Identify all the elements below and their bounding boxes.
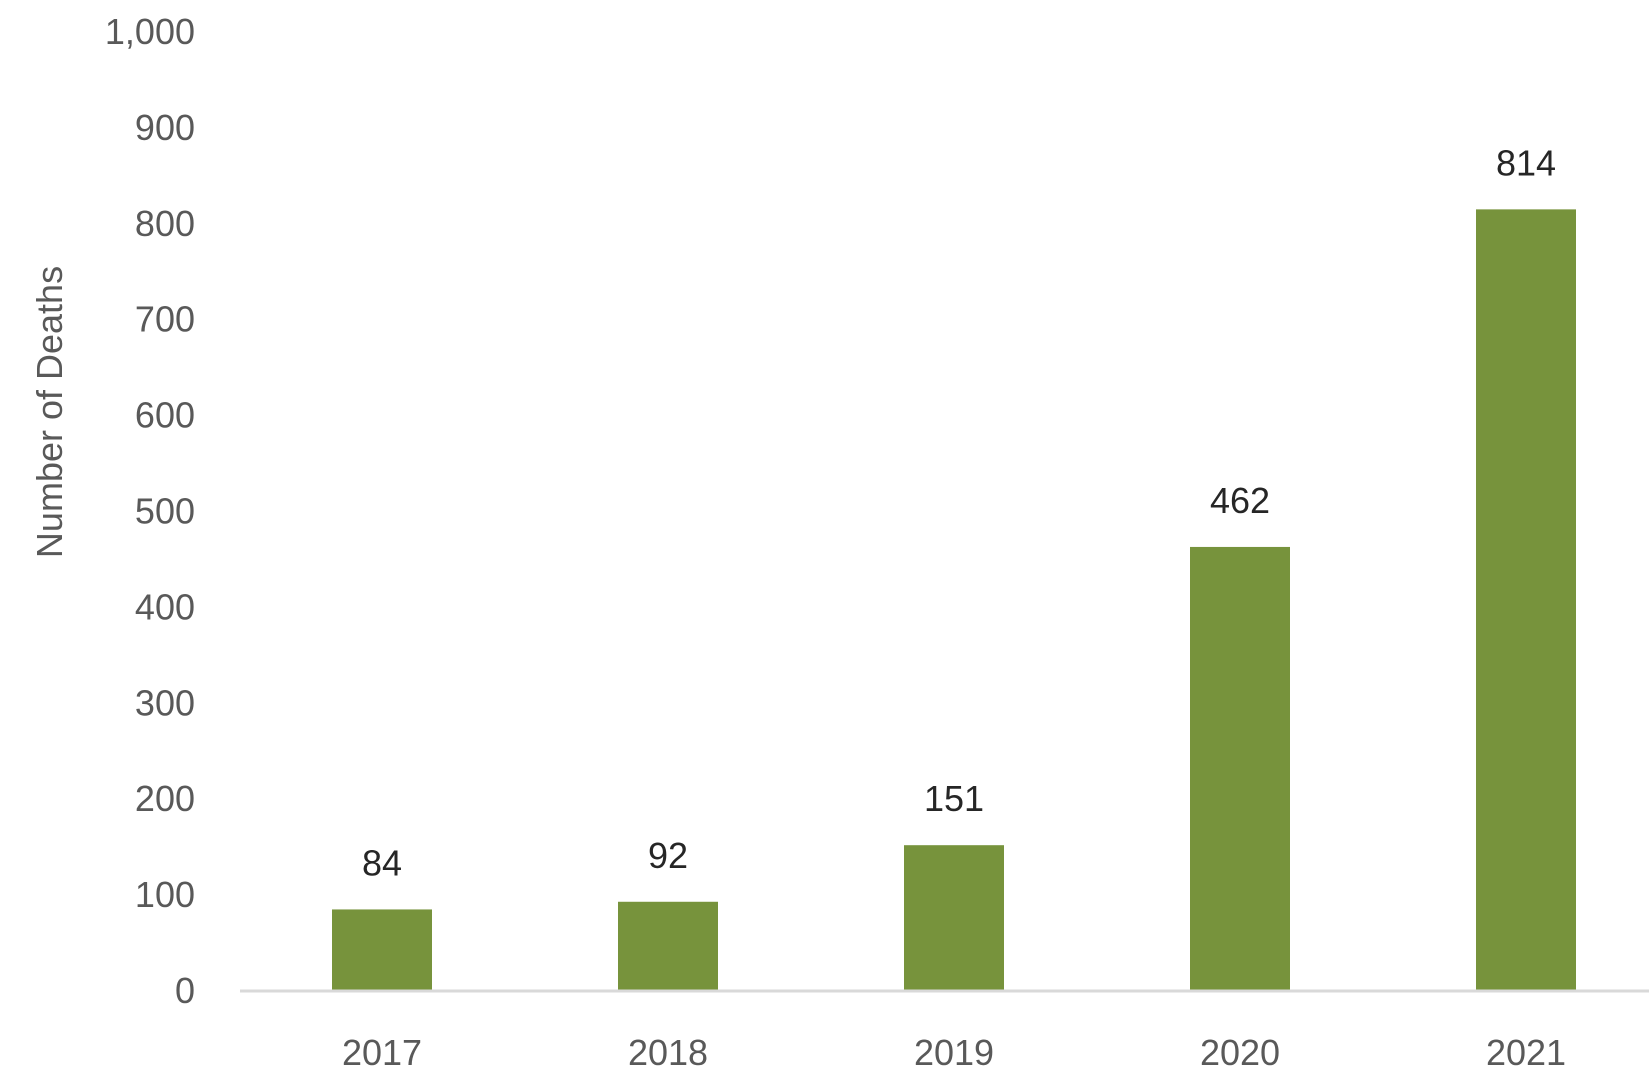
y-tick-label: 300 (135, 682, 195, 723)
x-tick-label-2020: 2020 (1200, 1032, 1280, 1072)
y-tick-label: 800 (135, 203, 195, 244)
bar-2018 (618, 901, 718, 990)
data-label-2018: 92 (648, 835, 688, 876)
y-tick-label: 900 (135, 107, 195, 148)
bar-2020 (1190, 546, 1290, 990)
y-tick-label: 200 (135, 778, 195, 819)
data-labels: 84 92 151 462 814 (362, 142, 1556, 883)
y-tick-label: 600 (135, 395, 195, 436)
data-label-2021: 814 (1496, 142, 1556, 183)
bars (332, 209, 1576, 990)
y-tick-label: 500 (135, 491, 195, 532)
x-tick-label-2017: 2017 (342, 1032, 422, 1072)
bar-2017 (332, 909, 432, 990)
x-tick-label-2018: 2018 (628, 1032, 708, 1072)
x-tick-label-2019: 2019 (914, 1032, 994, 1072)
y-axis-title-group: Number of Deaths (29, 266, 70, 558)
y-tick-label: 400 (135, 586, 195, 627)
y-tick-label: 100 (135, 874, 195, 915)
y-axis-ticks: 0 100 200 300 400 500 600 700 800 900 1,000 (105, 11, 195, 1011)
data-label-2019: 151 (924, 778, 984, 819)
y-tick-label: 1,000 (105, 11, 195, 52)
x-tick-label-2021: 2021 (1486, 1032, 1566, 1072)
data-label-2020: 462 (1210, 480, 1270, 521)
y-tick-label: 700 (135, 299, 195, 340)
x-axis-ticks: 2017 2018 2019 2020 2021 (342, 1032, 1566, 1072)
bar-2019 (904, 845, 1004, 990)
bar-2021 (1476, 209, 1576, 990)
y-tick-label: 0 (175, 970, 195, 1011)
data-label-2017: 84 (362, 842, 402, 883)
y-axis-title: Number of Deaths (29, 266, 70, 558)
